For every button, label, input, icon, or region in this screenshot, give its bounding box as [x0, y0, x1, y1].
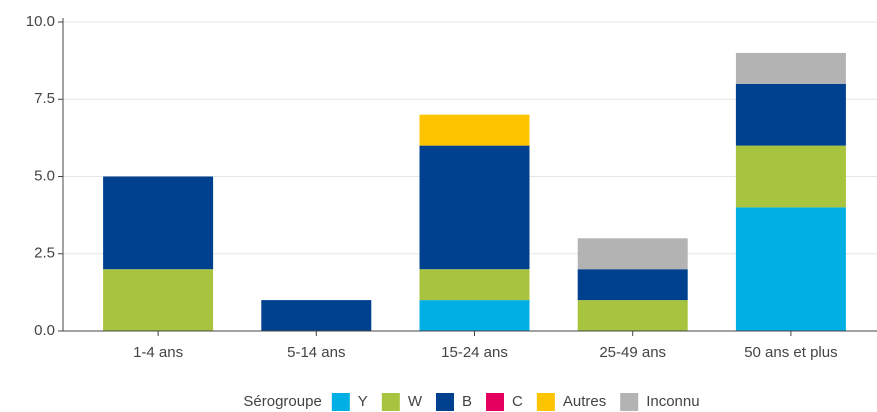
legend-swatch	[435, 393, 454, 411]
bar-segment	[735, 52, 846, 84]
legend-swatch	[331, 393, 350, 411]
legend-swatch	[536, 393, 555, 411]
legend-swatch	[620, 393, 639, 411]
bar-segment	[103, 269, 214, 331]
legend-label: B	[462, 393, 472, 410]
x-tick-label: 5-14 ans	[287, 344, 345, 361]
x-tick-label: 50 ans et plus	[744, 344, 837, 361]
bar-segment	[261, 300, 372, 331]
legend-swatch	[486, 393, 505, 411]
legend-label: C	[512, 393, 523, 410]
x-tick-label: 25-49 ans	[599, 344, 666, 361]
bar-segment	[735, 83, 846, 146]
y-tick-label: 5.0	[34, 167, 55, 184]
legend-label: Autres	[563, 393, 606, 410]
legend-label: Y	[358, 393, 368, 410]
bar-segment	[577, 238, 688, 270]
legend-swatch	[381, 393, 400, 411]
bar-segment	[419, 114, 530, 146]
bar-segment	[735, 207, 846, 331]
bar-segment	[577, 300, 688, 331]
legend-label: Inconnu	[646, 393, 699, 410]
y-tick-label: 10.0	[26, 13, 55, 30]
legend-label: W	[408, 393, 423, 410]
bar-segment	[577, 269, 688, 301]
x-tick-label: 1-4 ans	[133, 344, 183, 361]
legend-title: Sérogroupe	[243, 393, 321, 410]
y-tick-label: 0.0	[34, 322, 55, 339]
y-tick-label: 7.5	[34, 90, 55, 107]
x-tick-label: 15-24 ans	[441, 344, 508, 361]
bar-segment	[419, 269, 530, 301]
bar-segment	[103, 176, 214, 270]
bar-segment	[735, 145, 846, 208]
bar-segment	[419, 145, 530, 270]
y-tick-label: 2.5	[34, 245, 55, 262]
bar-segment	[419, 300, 530, 331]
